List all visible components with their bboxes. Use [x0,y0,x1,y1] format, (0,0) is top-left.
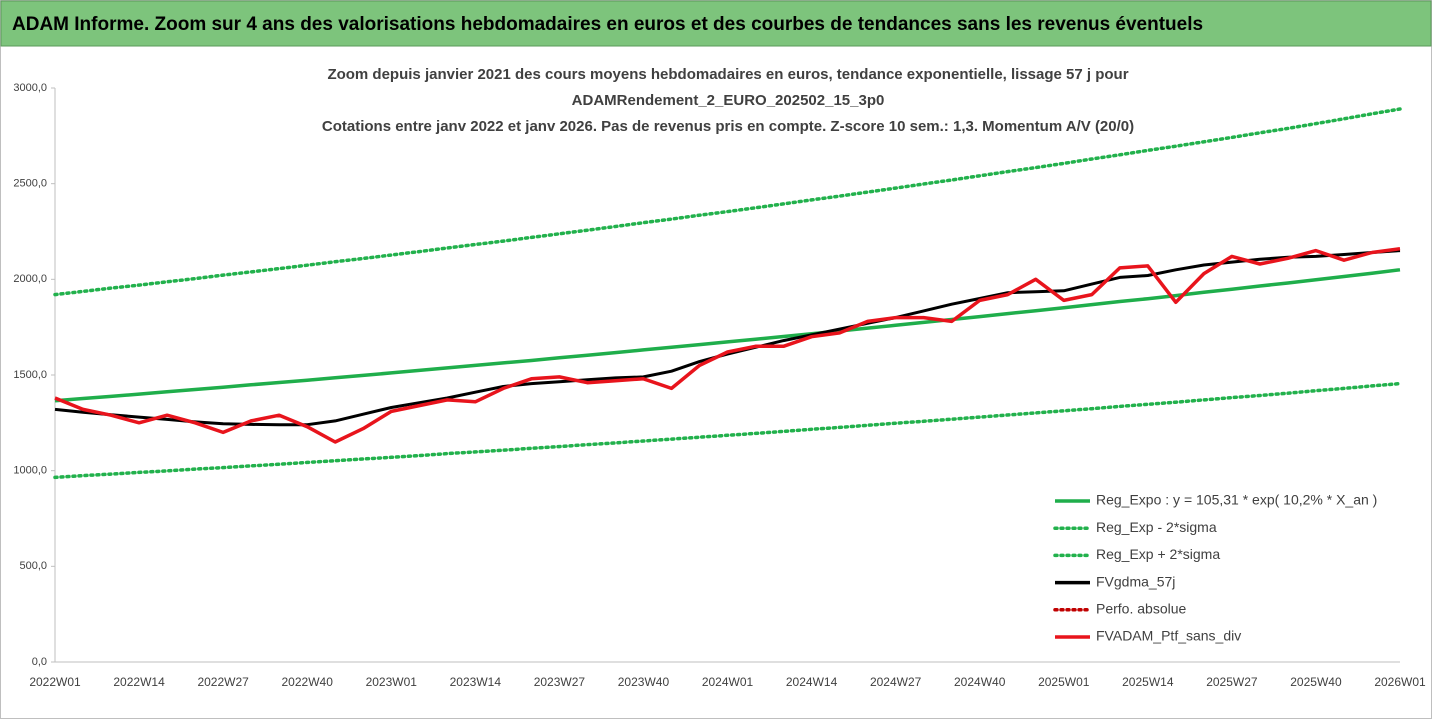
x-tick-label: 2025W14 [1122,675,1174,689]
x-tick-label: 2023W14 [450,675,502,689]
y-tick-label: 1500,0 [13,369,47,381]
legend-label: FVgdma_57j [1096,573,1175,589]
x-tick-label: 2024W40 [954,675,1006,689]
x-tick-label: 2022W14 [113,675,165,689]
series-line [54,268,1401,403]
legend-label: Reg_Expo : y = 105,31 * exp( 10,2% * X_a… [1096,492,1377,508]
x-tick-label: 2023W01 [366,675,418,689]
subtitle: ADAMRendement_2_EURO_202502_15_3p0 [572,92,885,109]
y-tick-label: 3000,0 [13,82,47,94]
series-line [54,249,1401,427]
x-tick-label: 2025W40 [1290,675,1342,689]
series-line [53,381,1402,480]
subtitle: Cotations entre janv 2022 et janv 2026. … [322,118,1134,135]
x-tick-label: 2025W27 [1206,675,1258,689]
x-tick-label: 2024W01 [702,675,754,689]
x-tick-label: 2025W01 [1038,675,1090,689]
y-tick-label: 2500,0 [13,178,47,190]
x-tick-label: 2024W14 [786,675,838,689]
x-tick-label: 2023W40 [618,675,670,689]
x-tick-label: 2022W27 [197,675,249,689]
legend-label: Reg_Exp + 2*sigma [1096,546,1220,562]
legend-label: Reg_Exp - 2*sigma [1096,519,1217,535]
legend-label: FVADAM_Ptf_sans_div [1096,628,1241,644]
y-tick-label: 1000,0 [13,465,47,477]
series-line [53,107,1402,297]
y-tick-label: 0,0 [32,656,47,668]
x-tick-label: 2022W01 [29,675,81,689]
header-title: ADAM Informe. Zoom sur 4 ans des valoris… [12,14,1203,35]
header-bar [0,0,1432,47]
legend-label: Perfo. absolue [1096,601,1186,617]
x-tick-label: 2022W40 [282,675,334,689]
x-tick-label: 2024W27 [870,675,922,689]
y-tick-label: 500,0 [19,560,47,572]
y-tick-label: 2000,0 [13,273,47,285]
x-tick-label: 2026W01 [1374,675,1426,689]
series-line [54,246,1401,444]
subtitle: Zoom depuis janvier 2021 des cours moyen… [327,66,1128,83]
x-tick-label: 2023W27 [534,675,586,689]
